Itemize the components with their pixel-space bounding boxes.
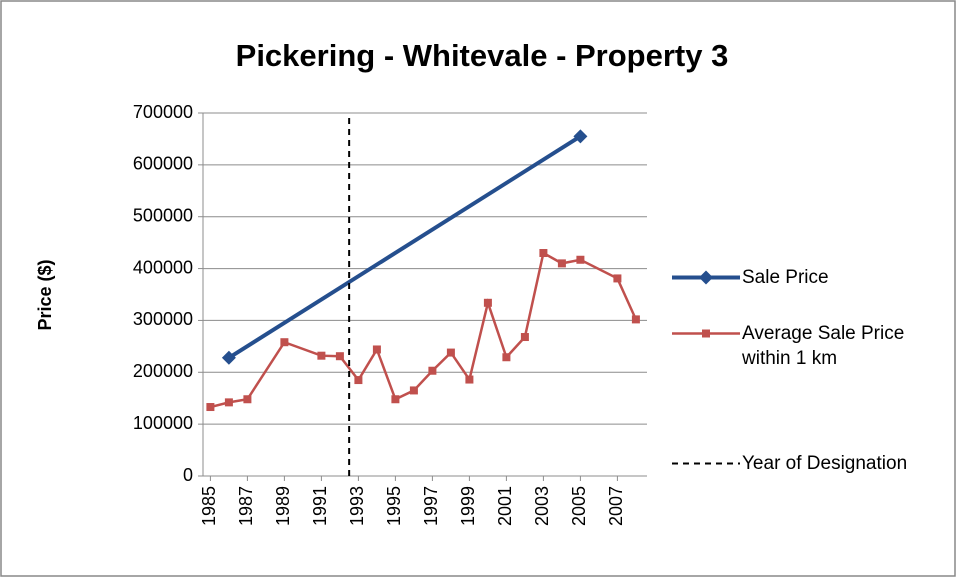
x-tick-label: 2007: [606, 486, 626, 526]
x-tick-label: 2005: [569, 486, 589, 526]
data-point: [631, 315, 640, 324]
legend-item: Sale Price: [672, 265, 957, 290]
y-axis-label: Price ($): [35, 259, 55, 330]
legend-marker: [699, 270, 713, 285]
y-tick-label: 500000: [133, 205, 193, 225]
data-point: [221, 350, 236, 365]
y-tick-label: 200000: [133, 361, 193, 381]
data-point: [465, 375, 474, 384]
legend-label: Year of Designation: [742, 453, 908, 474]
y-tick-label: 0: [183, 465, 193, 485]
x-tick-label: 2001: [495, 486, 515, 526]
data-point: [557, 259, 566, 268]
legend-label: Sale Price: [742, 267, 829, 288]
data-point: [409, 386, 418, 395]
x-tick-label: 1995: [384, 486, 404, 526]
legend-item: Average Sale Price within 1 km: [672, 321, 957, 371]
y-tick-label: 300000: [133, 309, 193, 329]
y-tick-label: 600000: [133, 154, 193, 174]
legend-swatch: [672, 462, 740, 465]
legend-item: Year of Designation: [672, 451, 957, 476]
data-point: [502, 353, 511, 362]
y-tick-label: 700000: [133, 102, 193, 122]
series-line: [227, 134, 582, 360]
data-point: [280, 338, 289, 347]
data-point: [372, 345, 381, 354]
data-point: [428, 366, 437, 375]
data-point: [354, 376, 363, 385]
data-point: [391, 395, 400, 404]
data-point: [539, 249, 548, 258]
x-tick-label: 1997: [421, 486, 441, 526]
data-point: [520, 333, 529, 342]
data-point: [317, 351, 326, 360]
legend-swatch: [672, 270, 740, 285]
x-tick-label: 1989: [273, 486, 293, 526]
x-tick-label: 2003: [532, 486, 552, 526]
data-point: [206, 403, 215, 412]
x-tick-label: 1993: [347, 486, 367, 526]
legend-swatch: [672, 329, 740, 338]
data-point: [483, 298, 492, 307]
data-point: [224, 398, 233, 407]
data-point: [613, 274, 622, 283]
data-point: [243, 395, 252, 404]
data-point: [335, 352, 344, 361]
legend-marker: [702, 329, 710, 338]
data-point: [446, 348, 455, 357]
data-point: [573, 129, 588, 144]
x-tick-label: 1987: [236, 486, 256, 526]
x-tick-label: 1991: [310, 486, 330, 526]
x-tick-label: 1985: [199, 486, 219, 526]
data-point: [576, 255, 585, 264]
x-tick-label: 1999: [458, 486, 478, 526]
chart-title: Pickering - Whitevale - Property 3: [236, 38, 729, 73]
y-tick-label: 400000: [133, 257, 193, 277]
legend-label: Average Sale Price within 1 km: [742, 323, 905, 369]
y-tick-label: 100000: [133, 413, 193, 433]
